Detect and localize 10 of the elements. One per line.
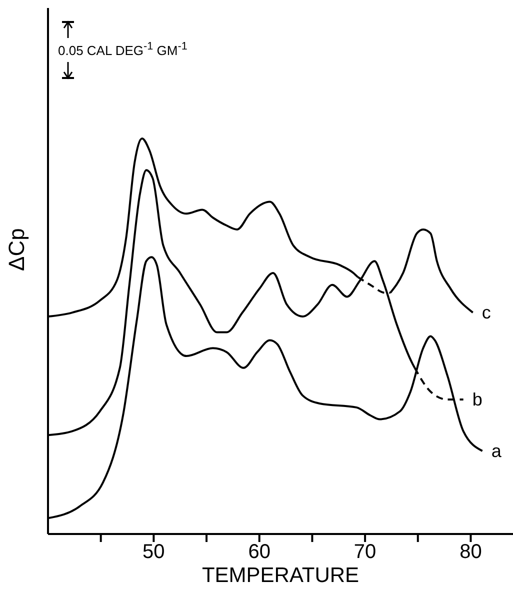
series-label: c	[482, 302, 491, 323]
y-axis-title: ΔCp	[4, 228, 29, 271]
text: 0.05 CAL DEG$^{-1}$ GM$^{-1}$	[58, 41, 188, 58]
x-tick-label: 50	[142, 541, 165, 564]
x-tick-label: 70	[354, 541, 376, 564]
x-tick-label: 80	[460, 541, 482, 564]
series-label: b	[472, 390, 482, 410]
series-label: a	[491, 440, 502, 461]
x-axis-title: TEMPERATURE	[202, 564, 360, 587]
x-tick-label: 60	[248, 541, 270, 564]
